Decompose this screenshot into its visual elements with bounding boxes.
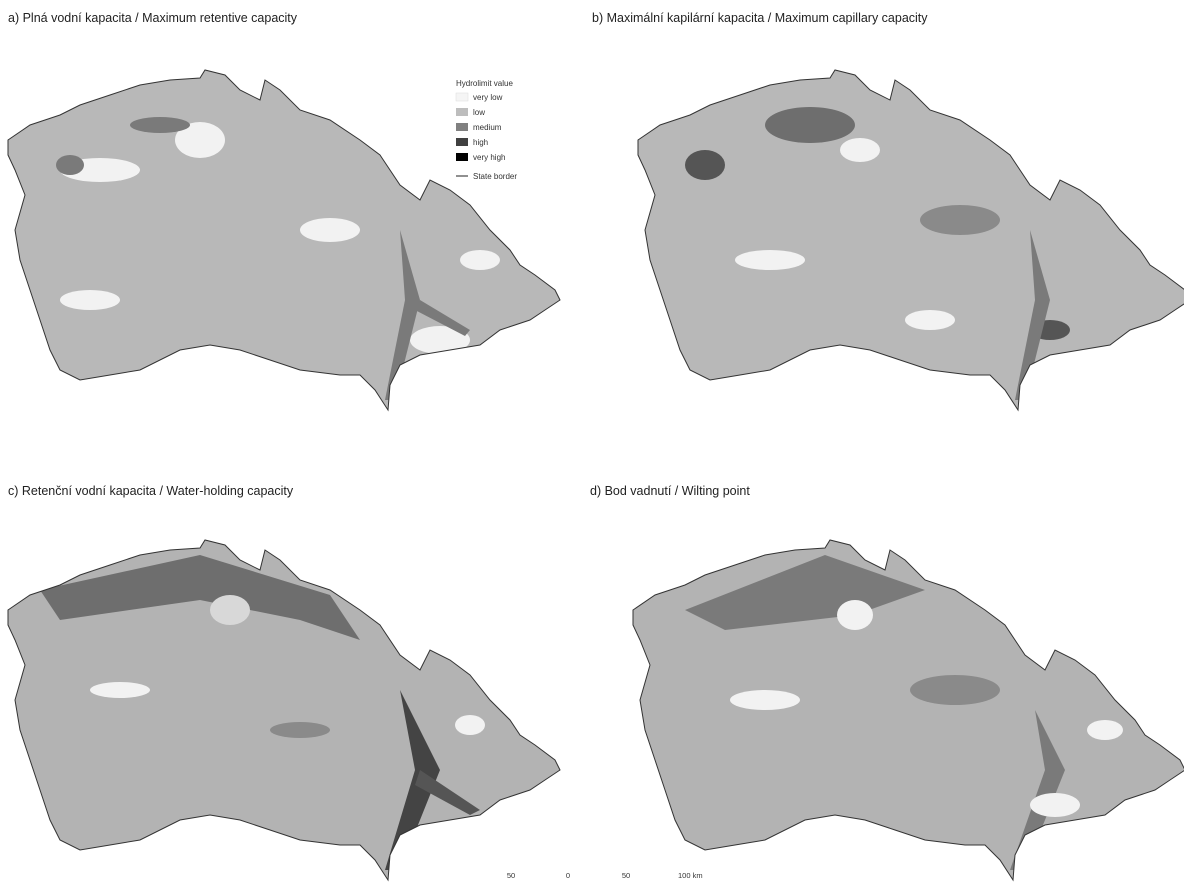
- legend-swatch: [456, 138, 468, 146]
- legend-swatch: [456, 108, 468, 116]
- legend: Hydrolimit value very low low medium hig…: [456, 79, 517, 181]
- panel-title: c) Retenční vodní kapacita / Water-holdi…: [8, 484, 294, 498]
- figure: a) Plná vodní kapacita / Maximum retenti…: [0, 0, 1184, 885]
- legend-title: Hydrolimit value: [456, 79, 513, 88]
- legend-swatch: [456, 123, 468, 131]
- map-d: [633, 540, 1184, 880]
- legend-swatch: [456, 153, 468, 161]
- scale-label: 0: [566, 871, 570, 880]
- map-b: [638, 70, 1184, 410]
- legend-label: low: [473, 108, 485, 117]
- scale-label: 50: [507, 871, 515, 880]
- legend-swatch: [456, 93, 468, 101]
- scale-bar: 50 0 50 100 km: [507, 871, 703, 880]
- scale-label: 50: [622, 871, 630, 880]
- panel-title: b) Maximální kapilární kapacita / Maximu…: [592, 11, 928, 25]
- legend-label: State border: [473, 172, 517, 181]
- panel-title: d) Bod vadnutí / Wilting point: [590, 484, 750, 498]
- scale-label: 100 km: [678, 871, 703, 880]
- map-a: [8, 70, 560, 410]
- legend-label: very low: [473, 93, 503, 102]
- map-c: [8, 540, 560, 880]
- panel-title: a) Plná vodní kapacita / Maximum retenti…: [8, 11, 298, 25]
- legend-label: medium: [473, 123, 502, 132]
- country: [8, 70, 560, 410]
- legend-label: high: [473, 138, 488, 147]
- legend-label: very high: [473, 153, 505, 162]
